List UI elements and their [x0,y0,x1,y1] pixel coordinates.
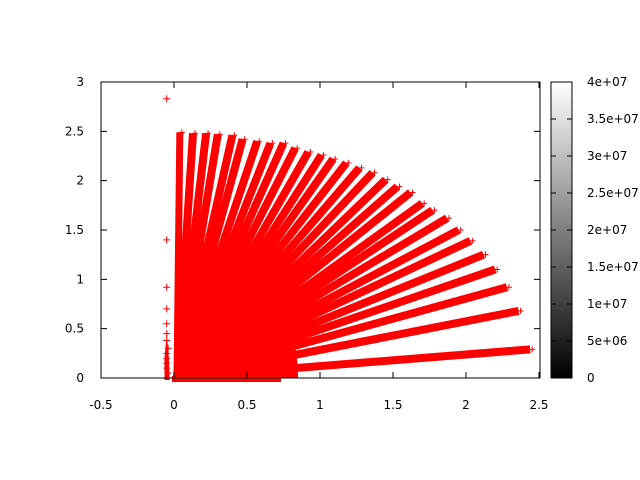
y-tick-label: 0 [76,371,84,385]
ray-end-marker-12 [332,155,339,162]
outlier-point-6 [163,337,171,345]
ray-end-marker-22 [457,227,464,233]
outlier-point-2 [163,283,171,291]
outlier-point-4 [163,320,171,328]
x-tick-label: -0.5 [89,398,112,412]
ray-end-marker-18 [409,189,416,196]
ray-end-marker-28 [529,346,536,353]
ray-end-marker-9 [294,145,301,152]
colorbar-tick-label: 1.5e+07 [587,260,639,274]
outlier-point-0 [163,95,171,103]
ray-end-marker-16 [384,176,391,183]
ray-end-marker-4 [231,132,238,139]
y-tick-label: 2 [76,174,84,188]
colorbar-ticks: 0 5e+06 1e+07 1.5e+07 2e+07 2.5e+07 3e+07 3.5e+… [551,75,639,385]
x-tick-label: 1.5 [383,398,402,412]
ray-end-marker-21 [446,215,453,222]
colorbar-tick-label: 3.5e+07 [587,112,639,126]
x-tick-label: 0.5 [237,398,256,412]
y-tick-label: 1.5 [65,223,84,237]
ray-end-marker-17 [396,183,403,190]
ray-end-marker-2 [205,130,212,137]
outlier-point-3 [163,305,171,313]
ray-end-marker-8 [282,140,289,147]
outlier-point-7 [164,344,172,352]
axes: -0.5 0 0.5 1 1.5 2 2.5 0 0.5 1 1.5 2 2.5 3 [65,75,549,412]
ray-end-marker-15 [371,169,378,176]
x-tick-label: 1 [316,398,324,412]
ray-end-marker-20 [431,207,438,214]
ray-end-marker-11 [320,152,327,159]
y-tick-label: 2.5 [65,124,84,138]
ray-end-marker-13 [345,159,352,166]
ray-end-marker-24 [482,251,489,258]
ray-end-marker-1 [191,130,198,137]
ray-end-marker-6 [256,138,263,145]
y-tick-label: 3 [76,75,84,89]
dense-core [177,239,299,378]
colorbar-tick-label: 3e+07 [587,149,627,163]
outlier-point-1 [163,236,171,244]
colorbar-tick-label: 5e+06 [587,334,627,348]
x-tick-label: 2 [462,398,470,412]
x-tick-label: 0 [170,398,178,412]
ray-end-marker-27 [517,307,524,314]
outlier-point-12 [164,369,172,377]
ray-end-marker-7 [269,140,276,147]
ray-end-marker-10 [307,149,314,156]
y-tick-label: 0.5 [65,322,84,336]
ray-end-marker-19 [421,200,428,207]
colorbar-tick-label: 2.5e+07 [587,186,639,200]
colorbar-tick-label: 1e+07 [587,297,627,311]
colorbar-tick-label: 4e+07 [587,75,627,89]
ray-end-marker-23 [469,237,476,244]
x-tick-label: 2.5 [529,398,548,412]
ray-end-marker-26 [505,284,512,291]
colorbar-tick-label: 0 [587,371,595,385]
ray-end-marker-25 [494,266,501,273]
baseline-band [172,376,281,382]
ray-end-marker-5 [241,136,248,143]
y-tick-label: 1 [76,272,84,286]
ray-end-marker-3 [216,131,223,138]
outlier-point-11 [163,364,171,372]
ray-end-marker-0 [178,129,185,136]
plot-marks [163,95,536,382]
ray-end-marker-14 [358,164,365,171]
colorbar-tick-label: 2e+07 [587,223,627,237]
outlier-point-5 [163,330,171,338]
